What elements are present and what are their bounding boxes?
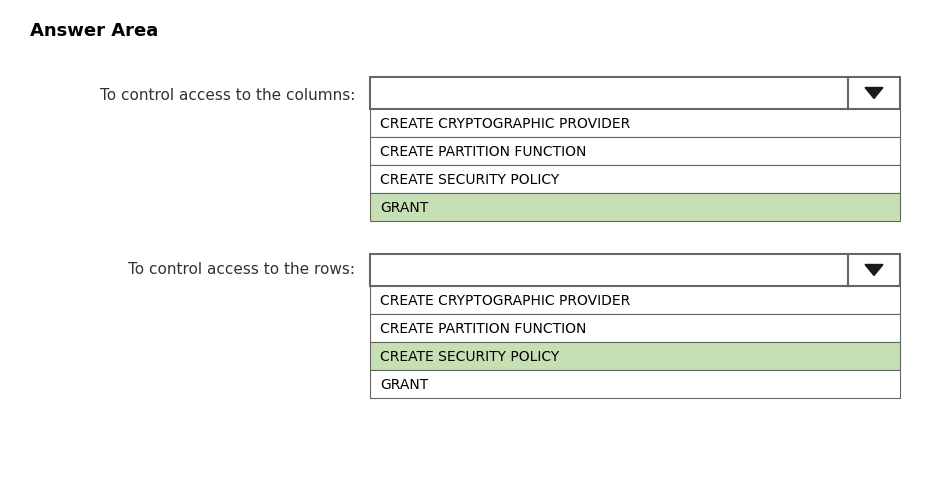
Text: CREATE CRYPTOGRAPHIC PROVIDER: CREATE CRYPTOGRAPHIC PROVIDER bbox=[380, 117, 630, 131]
Bar bbox=[370, 255, 900, 287]
Bar bbox=[370, 194, 900, 222]
Bar bbox=[370, 138, 900, 166]
Bar bbox=[370, 110, 900, 138]
Text: CREATE SECURITY POLICY: CREATE SECURITY POLICY bbox=[380, 349, 559, 363]
Text: CREATE PARTITION FUNCTION: CREATE PARTITION FUNCTION bbox=[380, 321, 586, 335]
Polygon shape bbox=[865, 265, 883, 276]
Text: CREATE PARTITION FUNCTION: CREATE PARTITION FUNCTION bbox=[380, 145, 586, 159]
Bar bbox=[370, 166, 900, 194]
Text: GRANT: GRANT bbox=[380, 377, 428, 391]
Bar bbox=[370, 314, 900, 342]
Text: To control access to the rows:: To control access to the rows: bbox=[128, 262, 355, 277]
Text: CREATE CRYPTOGRAPHIC PROVIDER: CREATE CRYPTOGRAPHIC PROVIDER bbox=[380, 293, 630, 307]
Bar bbox=[370, 342, 900, 370]
Text: GRANT: GRANT bbox=[380, 200, 428, 214]
Text: To control access to the columns:: To control access to the columns: bbox=[100, 87, 355, 102]
Bar bbox=[370, 370, 900, 398]
Text: Answer Area: Answer Area bbox=[30, 22, 158, 40]
Bar bbox=[370, 287, 900, 314]
Polygon shape bbox=[865, 88, 883, 99]
Bar bbox=[370, 78, 900, 110]
Text: CREATE SECURITY POLICY: CREATE SECURITY POLICY bbox=[380, 173, 559, 187]
